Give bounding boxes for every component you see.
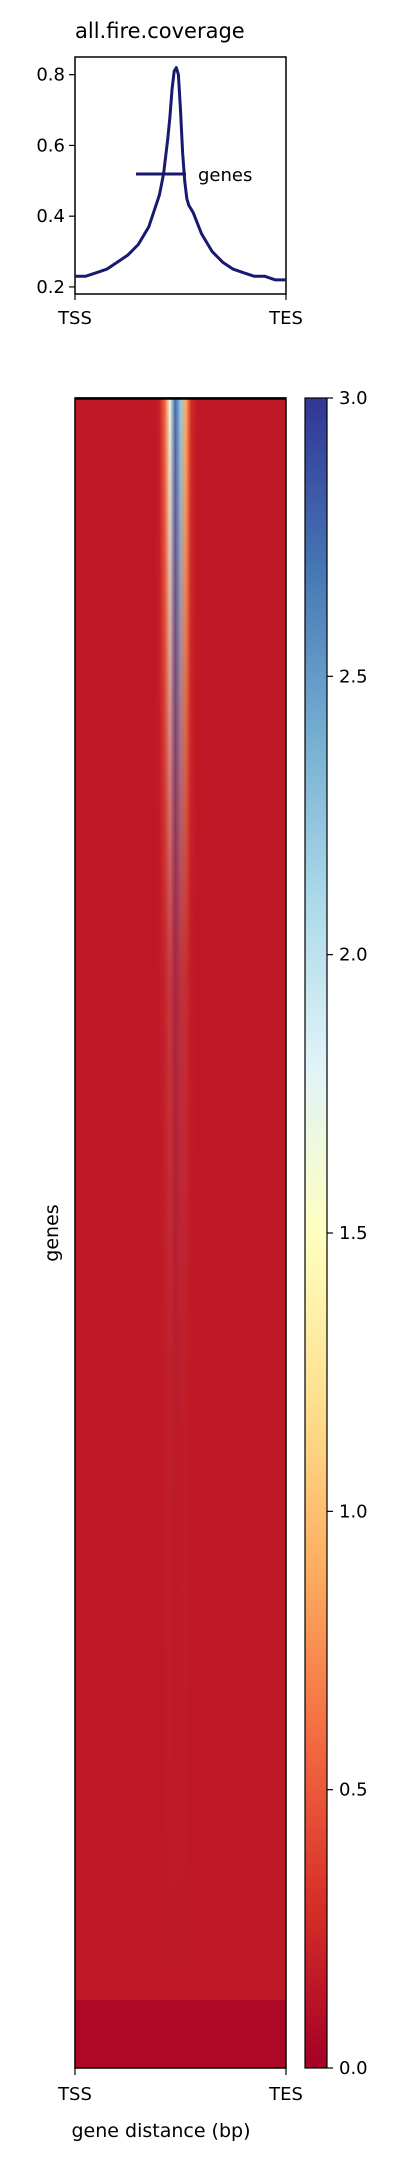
heatmap-x-axis: TSS TES (57, 2068, 303, 2105)
profile-title: all.fire.coverage (75, 19, 245, 43)
colorbar-tick-label: 2.0 (339, 945, 368, 966)
colorbar-tick-label: 1.0 (339, 1501, 368, 1522)
profile-y-tick-label: 0.8 (36, 65, 65, 86)
profile-x-tick-label: TSS (57, 308, 92, 329)
colorbar-tick-label: 0.0 (339, 2058, 368, 2079)
profile-x-tick-label: TES (268, 308, 303, 329)
heatmap-xlabel: gene distance (bp) (71, 2120, 250, 2142)
heatmap-bottom-band (75, 2000, 286, 2068)
heatmap-fade-overlay (75, 398, 286, 2068)
colorbar-tick-label: 0.5 (339, 1780, 368, 1801)
profile-x-axis: TSS TES (57, 294, 303, 329)
legend-label: genes (198, 165, 252, 186)
heatmap-x-tick-label: TES (268, 2084, 303, 2105)
colorbar-tick-label: 1.5 (339, 1223, 368, 1244)
heatmap-x-tick-label: TSS (57, 2084, 92, 2105)
colorbar-gradient (304, 397, 328, 2069)
profile-y-tick-label: 0.4 (36, 206, 65, 227)
colorbar-tick-label: 2.5 (339, 666, 368, 687)
colorbar-ticks: 0.0 0.5 1.0 1.5 2.0 2.5 3.0 (327, 388, 368, 2079)
heatmap-ylabel: genes (41, 1204, 63, 1261)
profile-series-line (75, 66, 286, 282)
profile-plot: all.fire.coverage 0.2 0.4 0.6 0.8 TSS TES ge… (36, 19, 303, 329)
profile-y-tick-label: 0.2 (36, 277, 65, 298)
profile-axes-frame (74, 56, 287, 295)
profile-legend: genes (136, 165, 252, 186)
colorbar-tick-label: 3.0 (339, 388, 368, 409)
colorbar: 0.0 0.5 1.0 1.5 2.0 2.5 3.0 (304, 388, 368, 2079)
profile-y-tick-label: 0.6 (36, 135, 65, 156)
profile-y-axis: 0.2 0.4 0.6 0.8 (36, 65, 75, 298)
heatmap-panel: TSS TES gene distance (bp) genes (41, 397, 303, 2142)
profile-series (75, 66, 286, 282)
